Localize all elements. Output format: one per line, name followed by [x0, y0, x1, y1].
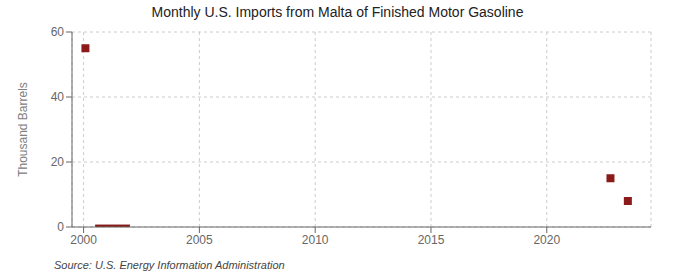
html-text:Source: U.S. Energy Informatio: Source: U.S. Energy Information Administ…: [54, 259, 285, 271]
svg-text:20: 20: [51, 155, 65, 169]
svg-text:0: 0: [57, 220, 64, 234]
svg-text:2010: 2010: [302, 233, 329, 247]
svg-text:2020: 2020: [533, 233, 560, 247]
svg-text:60: 60: [51, 25, 65, 39]
svg-text:Thousand Barrels: Thousand Barrels: [16, 82, 30, 177]
html-text:Monthly U.S. Imports from Malt: Monthly U.S. Imports from Malta of Finis…: [151, 4, 524, 20]
svg-text:40: 40: [51, 90, 65, 104]
svg-text:2000: 2000: [70, 233, 97, 247]
svg-text:2005: 2005: [186, 233, 213, 247]
svg-text:2015: 2015: [418, 233, 445, 247]
